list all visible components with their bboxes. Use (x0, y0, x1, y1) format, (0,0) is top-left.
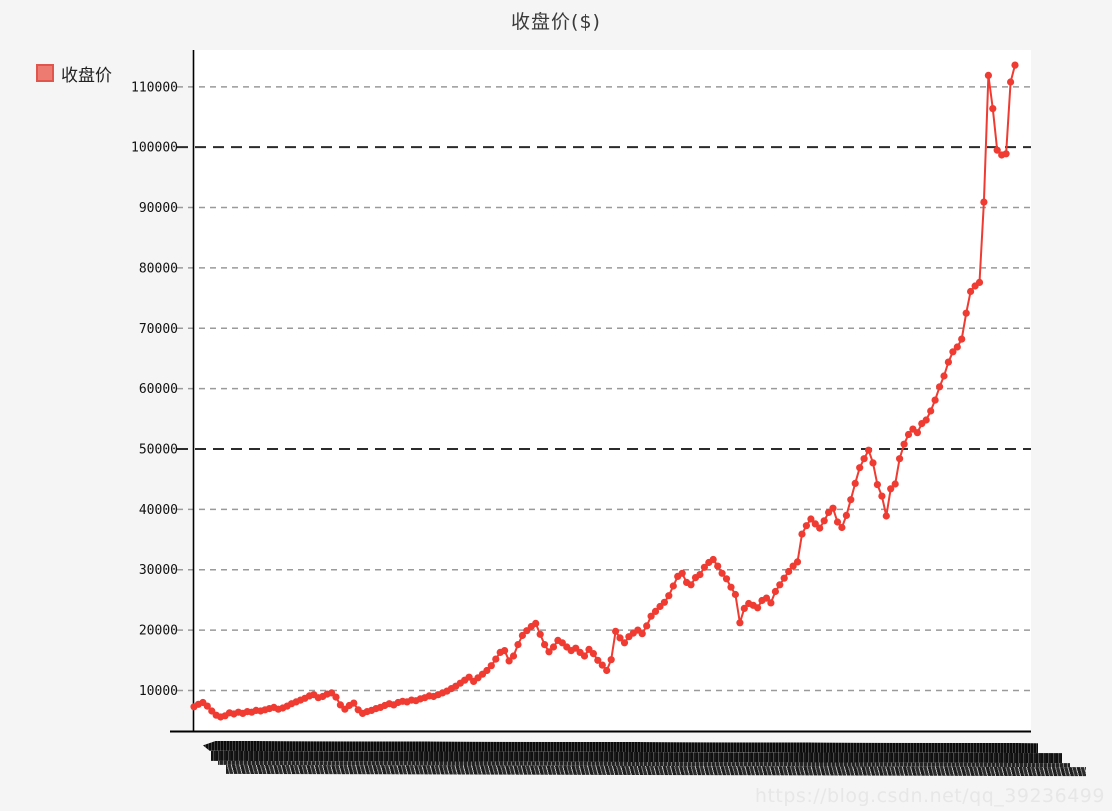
y-tick-label: 60000 (139, 382, 178, 397)
y-tick-label: 80000 (139, 261, 178, 276)
legend-item-close-price[interactable]: 收盘价 (36, 62, 112, 86)
y-tick-label: 110000 (131, 80, 178, 95)
y-tick-label: 100000 (131, 141, 178, 156)
legend-label: 收盘价 (61, 65, 112, 86)
chart-title: 收盘价($) (511, 11, 601, 33)
y-tick-label: 70000 (139, 322, 178, 337)
y-tick-label: 90000 (139, 201, 178, 216)
y-tick-label: 30000 (139, 563, 178, 578)
y-tick-label: 10000 (139, 684, 178, 699)
y-tick-label: 20000 (139, 624, 178, 639)
legend-swatch (36, 64, 54, 82)
y-tick-label: 40000 (139, 503, 178, 518)
csdn-watermark: https://blog.csdn.net/qq_39236499 (754, 785, 1105, 807)
y-tick-label: 50000 (139, 443, 178, 458)
